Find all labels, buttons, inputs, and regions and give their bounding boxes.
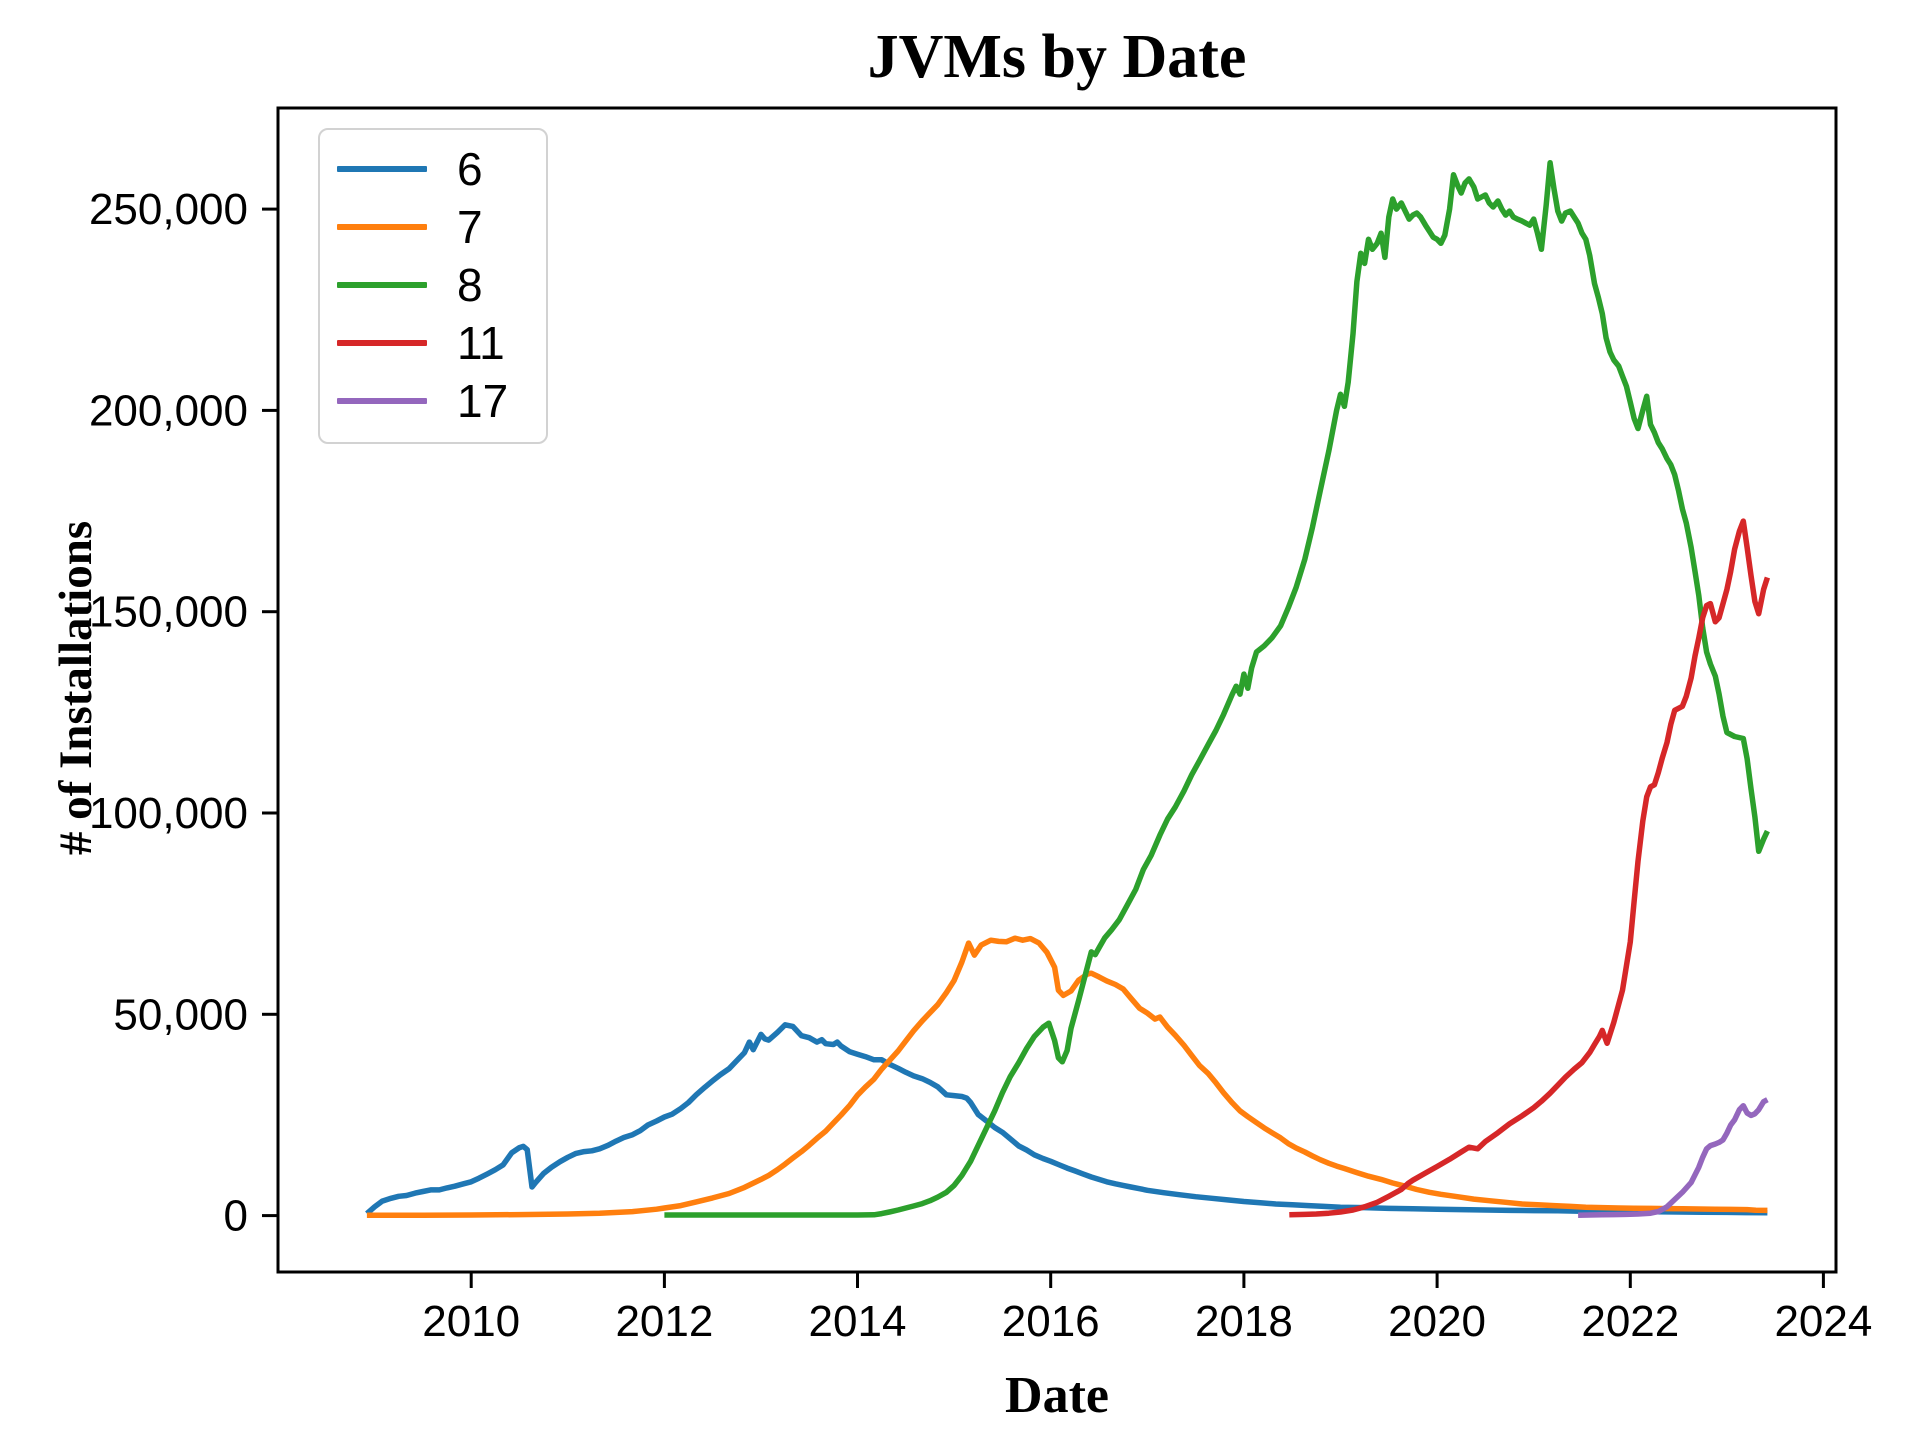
y-tick-label: 100,000 [89, 789, 248, 838]
y-tick-label: 0 [224, 1192, 248, 1241]
legend-item-17: 17 [320, 372, 546, 430]
x-axis-label: Date [1005, 1367, 1109, 1424]
chart-title: JVMs by Date [867, 23, 1247, 91]
legend-line-swatch [337, 398, 427, 404]
legend-item-11: 11 [320, 314, 546, 372]
legend-label: 17 [457, 375, 509, 427]
legend-item-8: 8 [320, 256, 546, 314]
x-tick-label: 2020 [1388, 1297, 1486, 1346]
plot-border [276, 106, 1838, 1274]
legend-item-7: 7 [320, 198, 546, 256]
series-line-11 [1289, 518, 1771, 1218]
series-line-17 [1578, 1097, 1769, 1218]
x-tick-label: 2024 [1774, 1297, 1872, 1346]
x-tick-label: 2010 [422, 1297, 520, 1346]
series-line-8 [664, 160, 1770, 1218]
legend-label: 7 [457, 201, 483, 253]
legend-line-swatch [337, 224, 427, 230]
x-tick-label: 2014 [809, 1297, 907, 1346]
x-tick-label: 2012 [615, 1297, 713, 1346]
y-tick-label: 250,000 [89, 185, 248, 234]
x-tick-label: 2018 [1195, 1297, 1293, 1346]
y-tick-label: 50,000 [113, 990, 248, 1039]
y-tick-label: 200,000 [89, 386, 248, 435]
x-tick-label: 2016 [1002, 1297, 1100, 1346]
legend-line-swatch [337, 166, 427, 172]
series-line-6 [365, 1022, 1768, 1216]
legend-label: 8 [457, 259, 483, 311]
legend-line-swatch [337, 282, 427, 288]
legend-line-swatch [337, 340, 427, 346]
legend-label: 6 [457, 143, 483, 195]
legend: 6 7 8 11 17 [318, 128, 548, 444]
series-line-7 [366, 935, 1768, 1218]
x-tick-label: 2022 [1581, 1297, 1679, 1346]
legend-label: 11 [457, 317, 505, 369]
legend-item-6: 6 [320, 140, 546, 198]
y-tick-label: 150,000 [89, 588, 248, 637]
